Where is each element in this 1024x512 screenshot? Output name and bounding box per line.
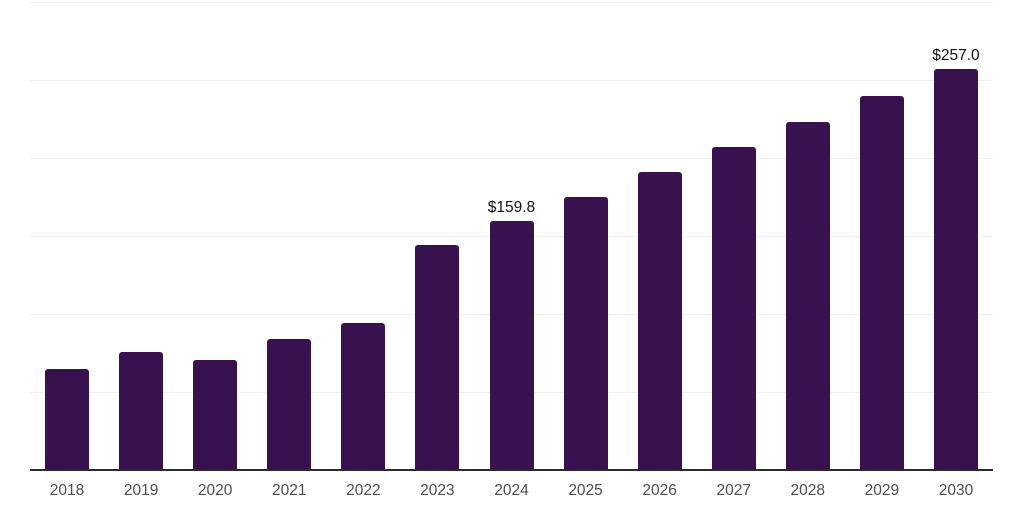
bar-2027 — [711, 147, 756, 470]
x-tick-label-2028: 2028 — [790, 482, 826, 499]
x-tick-label-2022: 2022 — [346, 482, 381, 499]
gridline — [30, 1, 993, 3]
x-tick-label-2026: 2026 — [642, 482, 677, 499]
x-tick-label-2030: 2030 — [938, 482, 974, 499]
x-tick-label-2018: 2018 — [49, 482, 85, 499]
x-axis-line — [30, 469, 993, 471]
x-tick-label-2029: 2029 — [864, 482, 900, 499]
x-tick-label-2025: 2025 — [568, 482, 603, 499]
x-tick-label-2023: 2023 — [420, 482, 455, 499]
bar-2030 — [933, 69, 978, 470]
gridline — [30, 79, 993, 81]
x-tick-label-2019: 2019 — [123, 482, 159, 499]
x-tick-label-2024: 2024 — [494, 482, 529, 499]
data-label-2024: $159.8 — [487, 198, 536, 216]
bar-2029 — [859, 95, 904, 470]
data-label-2030: $257.0 — [932, 47, 980, 65]
x-tick-label-2021: 2021 — [272, 482, 307, 499]
bar-2023 — [415, 245, 460, 470]
bar-2026 — [637, 172, 682, 470]
x-tick-label-2027: 2027 — [716, 482, 751, 499]
bar-2025 — [563, 197, 608, 470]
x-axis-tick-labels: 2018 2019 2020 2021 2022 2023 2024 2025 2026 2027… — [30, 481, 993, 505]
bar-2020 — [193, 359, 238, 470]
bar-2021 — [267, 338, 312, 470]
bar-2019 — [119, 352, 164, 470]
bar-2024 — [489, 220, 534, 470]
bar-2022 — [341, 322, 386, 470]
plot-area: $159.8 $257.0 — [30, 1, 993, 470]
x-tick-label-2020: 2020 — [197, 482, 233, 499]
gridline — [30, 157, 993, 159]
bar-2028 — [785, 122, 830, 470]
bar-2018 — [45, 368, 90, 470]
